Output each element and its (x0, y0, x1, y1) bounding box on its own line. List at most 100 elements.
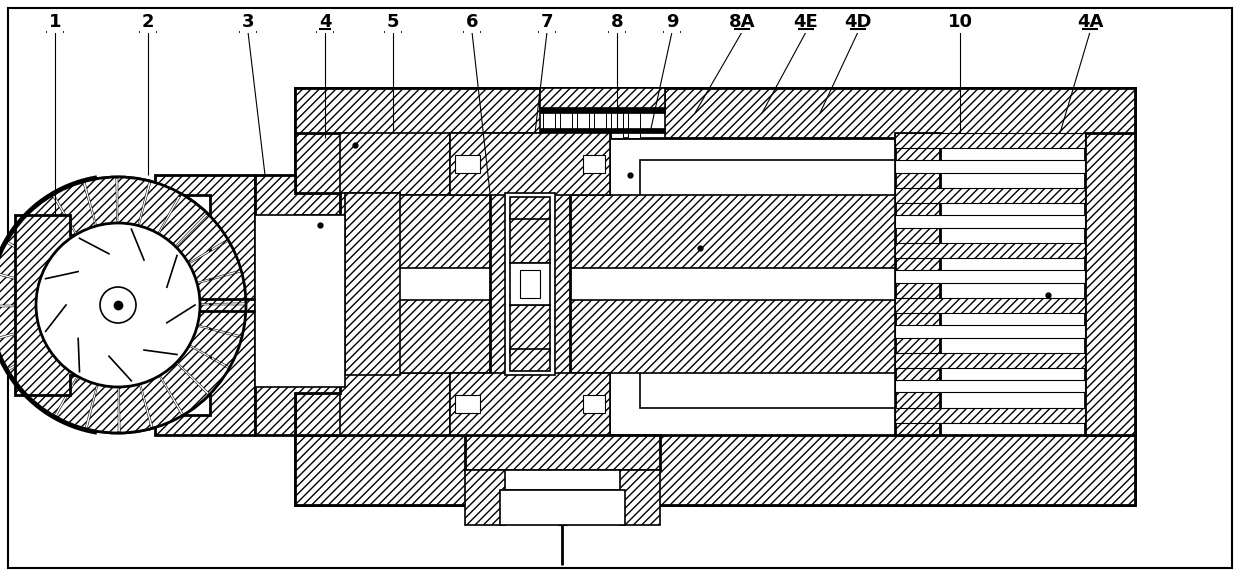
Text: 3: 3 (242, 13, 254, 31)
Text: 6: 6 (466, 13, 479, 31)
Wedge shape (87, 385, 118, 433)
Bar (895, 270, 1085, 283)
Wedge shape (197, 305, 246, 336)
Bar (895, 380, 1085, 392)
Text: 7: 7 (541, 13, 553, 31)
Bar (895, 133, 1085, 148)
Wedge shape (0, 306, 38, 338)
Wedge shape (0, 328, 47, 369)
Bar (583, 155, 605, 173)
Wedge shape (118, 177, 149, 225)
Wedge shape (177, 346, 229, 394)
Bar (345, 193, 401, 375)
Bar (510, 197, 551, 219)
Wedge shape (140, 376, 182, 428)
Bar (611, 108, 622, 138)
Bar (560, 108, 572, 138)
Bar (895, 408, 1085, 423)
Bar (895, 188, 1085, 203)
Bar (465, 435, 660, 470)
Bar (455, 155, 480, 173)
Bar (396, 298, 895, 373)
Text: 4D: 4D (844, 13, 872, 31)
Bar (490, 133, 570, 435)
Bar (510, 305, 551, 353)
Wedge shape (197, 272, 246, 304)
Bar (340, 193, 401, 365)
Text: 1: 1 (48, 13, 61, 31)
Circle shape (0, 177, 246, 433)
Text: 9: 9 (666, 13, 678, 31)
Bar (510, 349, 551, 371)
Bar (340, 373, 455, 435)
Wedge shape (84, 177, 117, 226)
Bar (895, 133, 940, 435)
Bar (340, 133, 455, 195)
Bar (640, 160, 895, 408)
Bar (895, 353, 1085, 367)
Polygon shape (155, 175, 255, 435)
Bar (505, 193, 556, 375)
Wedge shape (27, 195, 76, 247)
Wedge shape (29, 364, 77, 416)
Wedge shape (0, 243, 46, 284)
Bar (895, 243, 1085, 258)
Text: 8: 8 (610, 13, 624, 31)
Text: 5: 5 (387, 13, 399, 31)
Bar (500, 470, 625, 490)
Wedge shape (0, 274, 38, 305)
Bar (520, 270, 539, 298)
Bar (340, 133, 1095, 458)
Wedge shape (7, 216, 60, 264)
Bar (895, 325, 1085, 338)
Bar (500, 490, 625, 525)
Bar (583, 395, 605, 413)
Bar (396, 268, 895, 300)
Wedge shape (55, 182, 95, 234)
Bar (895, 298, 1085, 313)
Bar (539, 108, 665, 113)
Text: 4: 4 (319, 13, 331, 31)
Bar (510, 263, 551, 305)
Bar (455, 395, 480, 413)
Wedge shape (119, 384, 151, 433)
Bar (295, 133, 345, 435)
Bar (450, 133, 610, 195)
Bar (539, 128, 665, 133)
Bar (594, 108, 606, 138)
Bar (295, 88, 1135, 505)
Wedge shape (159, 194, 207, 246)
Wedge shape (190, 326, 242, 367)
Bar (396, 195, 895, 270)
Bar (450, 133, 610, 195)
Wedge shape (160, 363, 208, 415)
Bar (510, 215, 551, 263)
Bar (295, 88, 1135, 138)
Wedge shape (56, 377, 97, 429)
Bar (1085, 133, 1135, 435)
Circle shape (100, 287, 136, 323)
Bar (543, 108, 556, 138)
Bar (295, 435, 1135, 505)
Bar (895, 215, 1085, 228)
Text: 8A: 8A (729, 13, 755, 31)
Bar (255, 215, 345, 387)
Wedge shape (139, 181, 180, 233)
Bar (539, 88, 665, 138)
Bar (450, 373, 610, 435)
Wedge shape (9, 347, 60, 396)
Wedge shape (188, 241, 241, 282)
Text: 10: 10 (947, 13, 972, 31)
Polygon shape (255, 175, 340, 435)
Text: 2: 2 (141, 13, 154, 31)
Bar (465, 470, 505, 525)
Bar (620, 470, 660, 525)
Wedge shape (176, 214, 228, 263)
Bar (577, 108, 589, 138)
Bar (627, 108, 640, 138)
Circle shape (36, 223, 200, 387)
Bar (450, 373, 610, 435)
Text: 4E: 4E (794, 13, 818, 31)
Text: 4A: 4A (1076, 13, 1104, 31)
Bar (895, 161, 1085, 173)
